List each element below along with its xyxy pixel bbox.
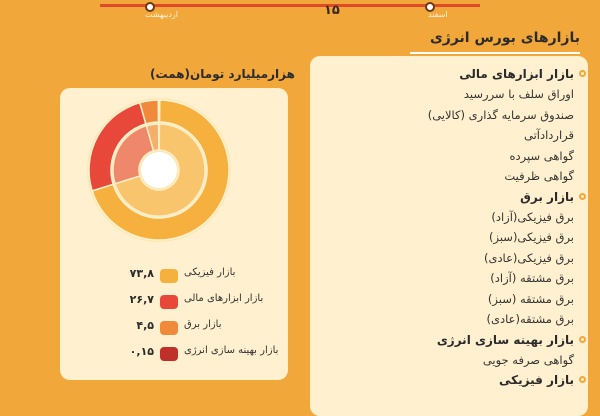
market-group: بازار برق برق فیزیکی(آزاد) برق فیزیکی(سبز)… — [324, 187, 586, 330]
donut-slice-inner — [114, 123, 206, 217]
market-item: برق مشتقه (آزاد) — [490, 271, 574, 285]
market-group-title: بازار بهینه سازی انرژی — [324, 330, 586, 350]
donut-chart — [87, 98, 231, 242]
unit-label: هزارمیلیارد تومان(همت) — [150, 67, 295, 81]
market-item: برق مشتقه (سبز) — [487, 291, 574, 306]
market-group: بازار ابزارهای مالی اوراق سلف با سررسید صن… — [324, 64, 586, 187]
timeline-marker-value: ۱۵ — [324, 3, 340, 18]
markets-list: بازار ابزارهای مالی اوراق سلف با سررسید صن… — [324, 64, 586, 390]
legend-entry: ۲۶,۷ بازار ابزارهای مالی — [120, 293, 295, 319]
legend-label: بازار فیزیکی — [184, 267, 236, 278]
donut-slice-outer — [91, 99, 230, 241]
chart-legend: ۷۳,۸ بازار فیزیکی ۲۶,۷ بازار ابزارهای مالی ۴… — [120, 267, 295, 371]
market-item: گواهی صرفه جویی — [482, 352, 574, 367]
legend-entry: ۴,۵ بازار برق — [120, 319, 295, 345]
market-item: صندوق سرمایه گذاری (کالایی) — [427, 107, 574, 122]
market-item: اوراق سلف با سررسید — [463, 87, 574, 101]
market-item: گواهی سپرده — [509, 148, 574, 163]
legend-value: ۷۳,۸ — [129, 267, 154, 280]
market-group: بازار بهینه سازی انرژی گواهی صرفه جویی — [324, 330, 586, 371]
legend-value: ۲۶,۷ — [129, 293, 154, 306]
donut-hole — [141, 152, 177, 188]
market-item: گواهی ظرفیت — [504, 169, 574, 183]
legend-label: بازار برق — [184, 319, 222, 330]
legend-swatch — [160, 295, 178, 309]
market-group-title: بازار ابزارهای مالی — [324, 64, 586, 84]
market-item: قراردادآتی — [523, 128, 574, 142]
legend-label: بازار بهینه سازی انرژی — [184, 345, 279, 356]
timeline: اردیبهشت ۱۵ اسفند — [0, 0, 600, 28]
market-item: برق فیزیکی(عادی) — [483, 250, 574, 265]
section-title: بازارهای بورس انرژی — [429, 30, 580, 46]
timeline-line — [100, 2, 480, 12]
market-group: بازار فیزیکی — [324, 370, 586, 390]
legend-entry: ۰,۱۵ بازار بهینه سازی انرژی — [120, 345, 295, 371]
market-item: برق فیزیکی(آزاد) — [491, 209, 574, 224]
market-item: برق فیزیکی(سبز) — [489, 230, 574, 244]
donut-slice-inner — [157, 123, 161, 151]
section-title-underline — [410, 52, 580, 54]
market-group-title: بازار برق — [324, 187, 586, 207]
timeline-label-end: اسفند — [428, 10, 448, 19]
legend-swatch — [160, 321, 178, 335]
market-group-title: بازار فیزیکی — [324, 370, 586, 390]
legend-label: بازار ابزارهای مالی — [184, 293, 264, 304]
legend-swatch — [160, 269, 178, 283]
legend-swatch — [160, 347, 178, 361]
timeline-dot-end — [425, 2, 435, 12]
legend-entry: ۷۳,۸ بازار فیزیکی — [120, 267, 295, 293]
timeline-label-start: اردیبهشت — [145, 10, 178, 19]
markets-panel: بازار ابزارهای مالی اوراق سلف با سررسید صن… — [310, 56, 588, 416]
market-item: برق مشتقه(عادی) — [486, 312, 574, 326]
legend-value: ۰,۱۵ — [129, 345, 154, 358]
donut-slice-outer — [157, 99, 161, 123]
legend-value: ۴,۵ — [136, 319, 154, 332]
timeline-dot-start — [145, 2, 155, 12]
